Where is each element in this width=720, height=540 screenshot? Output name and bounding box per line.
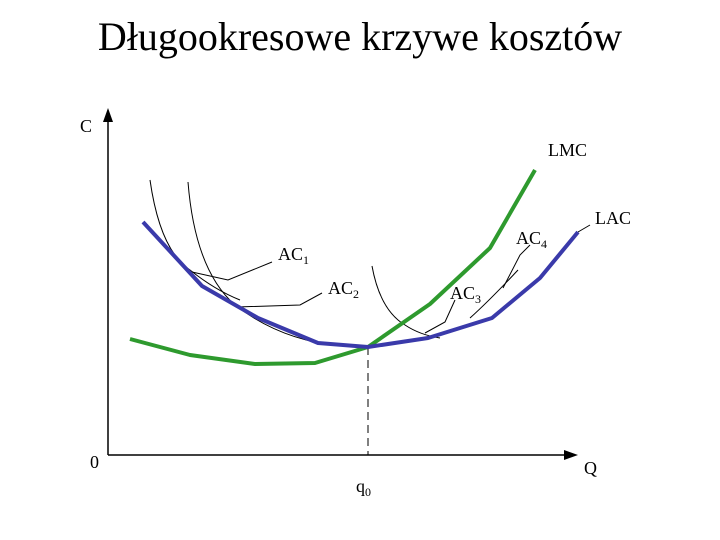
q0-sub: 0 [365, 485, 371, 499]
ac4-pointer [502, 244, 531, 289]
ac4-label: AC4 [516, 228, 547, 251]
lac-curve [141, 220, 580, 349]
ac4-sub: 4 [541, 237, 547, 251]
ac1-curve [149, 179, 241, 301]
x-arrow [564, 450, 578, 460]
lmc-label: LMC [548, 140, 587, 160]
ac2-text: AC [328, 278, 353, 298]
ac3-curve [371, 265, 441, 339]
lmc-curve [129, 169, 537, 366]
lac-label: LAC [595, 208, 631, 228]
ac1-pointer [191, 261, 273, 281]
x-label: Q [584, 458, 597, 478]
q0-text: q [356, 476, 365, 496]
ac2-pointer [236, 292, 323, 308]
ac1-text: AC [278, 244, 303, 264]
ac4-text: AC [516, 228, 541, 248]
ac3-label: AC3 [450, 283, 481, 306]
ac3-pointer [424, 299, 456, 334]
title: Długookresowe krzywe kosztów [98, 14, 622, 59]
q0-label: q0 [356, 476, 371, 499]
y-label: C [80, 116, 92, 136]
ac1-sub: 1 [303, 253, 309, 267]
ac3-sub: 3 [475, 292, 481, 306]
origin-label: 0 [90, 452, 99, 472]
lac-pointer [577, 224, 591, 233]
y-arrow [103, 108, 113, 122]
ac2-label: AC2 [328, 278, 359, 301]
ac4-curve [469, 269, 519, 319]
ac1-label: AC1 [278, 244, 309, 267]
ac3-text: AC [450, 283, 475, 303]
ac2-sub: 2 [353, 287, 359, 301]
